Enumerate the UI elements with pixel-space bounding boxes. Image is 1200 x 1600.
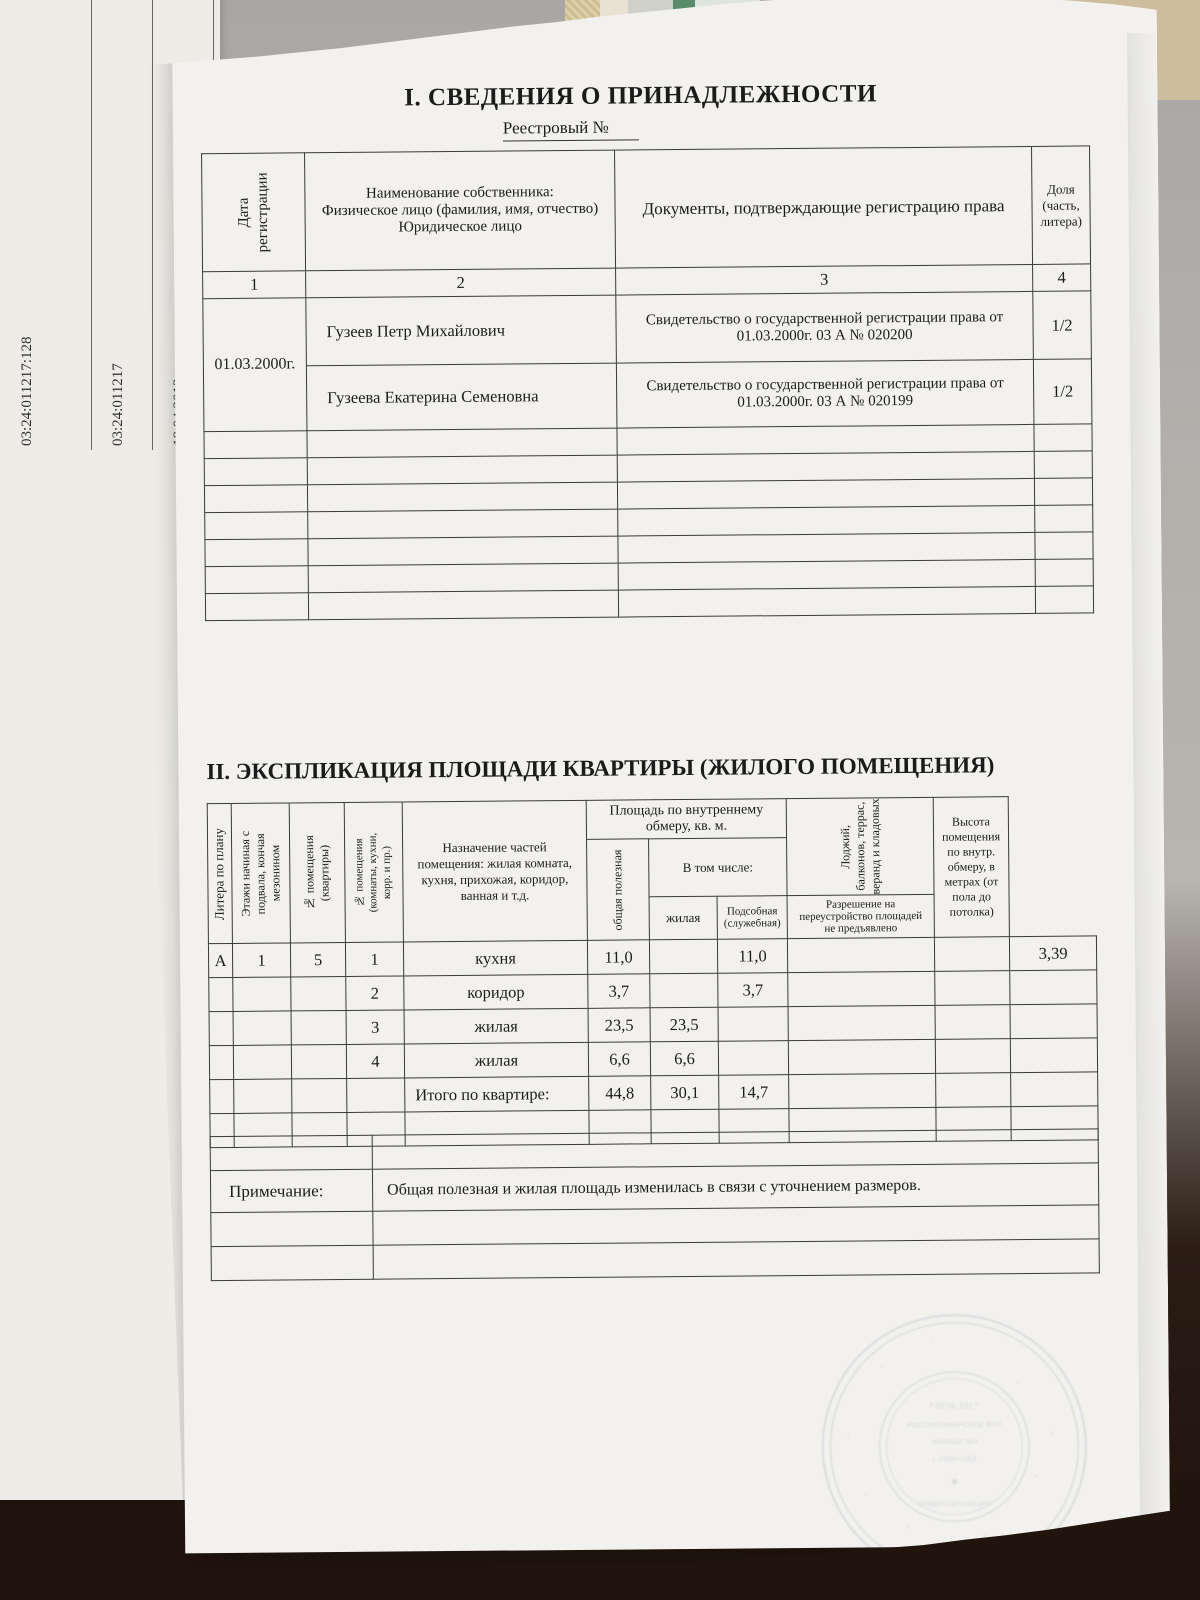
svg-text:ФИЛИАЛ №3: ФИЛИАЛ №3 <box>931 1437 978 1446</box>
svg-text:РЕСПУБЛИКАНСКОЕ БТИ: РЕСПУБЛИКАНСКОЕ БТИ <box>907 1420 1001 1430</box>
svg-text:ИНВЕНТАРИЗАЦИЯ: ИНВЕНТАРИЗАЦИЯ <box>918 1499 991 1509</box>
svg-text:г. УЛАН-УДЭ: г. УЛАН-УДЭ <box>932 1454 977 1463</box>
svg-text:* 03 № 101 *: * 03 № 101 * <box>930 1400 979 1410</box>
svg-text:★: ★ <box>950 1477 959 1488</box>
